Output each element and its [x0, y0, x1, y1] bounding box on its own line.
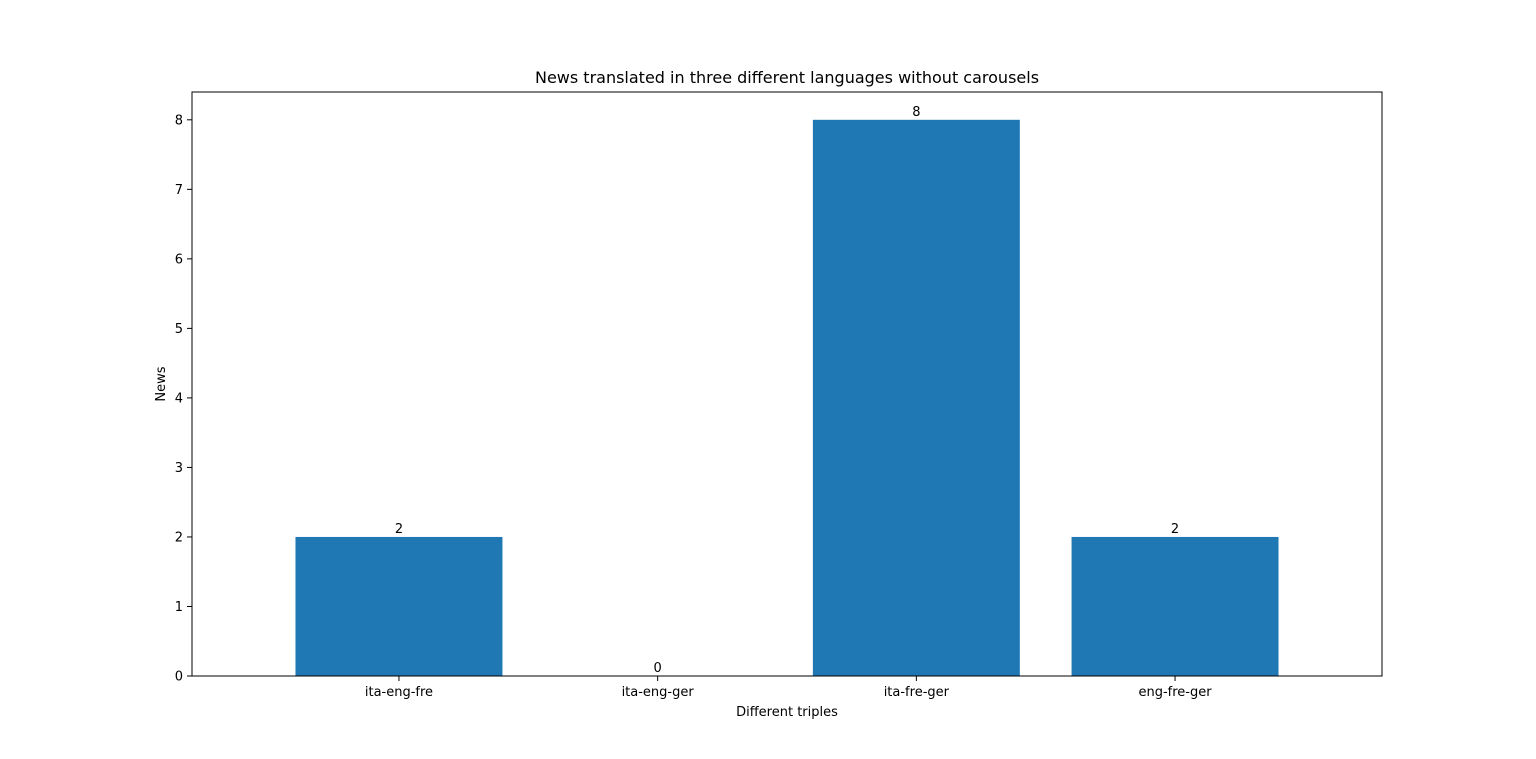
x-axis: ita-eng-fre ita-eng-ger ita-fre-ger eng-fre…	[365, 676, 1212, 700]
y-tick-label-4: 4	[175, 391, 183, 406]
bar-ita-eng-fre	[295, 536, 503, 676]
y-tick-label-3: 3	[175, 461, 183, 476]
y-tick-label-2: 2	[175, 530, 183, 545]
x-tick-label-ita-eng-ger: ita-eng-ger	[622, 685, 695, 700]
x-axis-label: Different triples	[736, 705, 838, 720]
bar-ita-fre-ger	[812, 119, 1020, 677]
x-tick-label-ita-fre-ger: ita-fre-ger	[884, 685, 950, 700]
y-axis: 0 1 2 3 4 5 6 7 8	[175, 113, 192, 685]
y-tick-label-6: 6	[175, 252, 183, 267]
y-axis-label: News	[154, 366, 169, 401]
data-label-eng-fre-ger: 2	[1171, 522, 1179, 537]
y-tick-label-0: 0	[175, 670, 183, 685]
y-tick-label-7: 7	[175, 183, 183, 198]
plot-frame	[191, 91, 1383, 677]
y-tick-label-5: 5	[175, 322, 183, 337]
y-tick-label-1: 1	[175, 600, 183, 615]
chart-title: News translated in three different langu…	[535, 68, 1039, 87]
data-label-ita-eng-fre: 2	[395, 522, 403, 537]
data-label-ita-fre-ger: 8	[912, 105, 920, 120]
y-tick-label-8: 8	[175, 113, 183, 128]
data-label-ita-eng-ger: 0	[654, 661, 662, 676]
x-tick-label-ita-eng-fre: ita-eng-fre	[365, 685, 433, 700]
x-tick-label-eng-fre-ger: eng-fre-ger	[1138, 685, 1212, 700]
bar-eng-fre-ger	[1071, 536, 1279, 676]
bars-group	[295, 119, 1279, 677]
